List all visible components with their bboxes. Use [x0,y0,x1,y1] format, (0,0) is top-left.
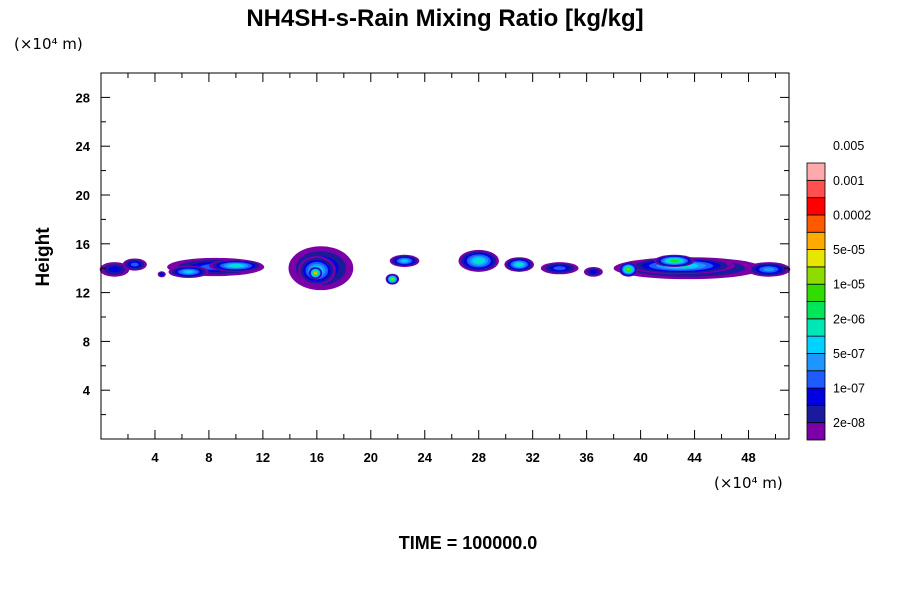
x-tick-label: 8 [205,450,212,465]
contour-band [108,266,121,273]
contour-band [516,263,523,266]
contour-band [130,262,139,267]
contour-band [671,259,678,263]
contour-band [474,258,483,263]
colorbar-label: 5e-07 [833,347,865,361]
colorbar-swatch [806,214,826,233]
rain-cell [157,271,166,278]
y-tick-label: 8 [83,334,90,349]
colorbar-label: 1e-05 [833,278,865,292]
contour-band [553,266,566,271]
x-tick-label: 36 [579,450,593,465]
contour-band [589,269,598,274]
rain-cell [122,258,147,271]
x-tick-label: 20 [364,450,378,465]
colorbar-label: 0.001 [833,174,864,188]
x-tick-label: 28 [471,450,485,465]
x-tick-label: 44 [687,450,702,465]
contour-band [763,267,775,272]
y-axis-label: Height [33,227,54,287]
contour-band [401,259,408,263]
rain-cell [654,254,695,267]
colorbar-swatch [806,249,826,268]
rain-cell [389,254,420,267]
colorbar-swatch [806,197,826,216]
colorbar-swatch [806,353,826,372]
y-tick-label: 12 [76,286,90,301]
rain-cell [168,265,209,278]
chart-title: NH4SH-s-Rain Mixing Ratio [kg/kg] [246,5,643,32]
y-tick-label: 24 [76,139,91,154]
x-axis: 4 8 12 16 20 24 28 32 36 40 44 48 [127,73,777,465]
contour-band [160,273,164,276]
x-tick-label: 16 [310,450,324,465]
colorbar-swatch [806,301,826,320]
x-tick-label: 40 [633,450,647,465]
x-tick-label: 32 [525,450,539,465]
colorbar-label: 1e-07 [833,382,865,396]
rain-cell [504,257,535,272]
colorbar-swatch [806,335,826,354]
contour-band [230,264,242,267]
x-tick-label: 24 [418,450,433,465]
rain-cell [99,262,130,277]
colorbar-swatch [806,370,826,389]
colorbar-swatch [806,179,826,199]
contour-band [626,268,630,271]
plot-frame [100,72,790,440]
rain-cell [208,259,263,272]
colorbar-swatch [806,422,826,441]
colorbar-label: 0.005 [833,139,864,153]
mixing-ratio-field [99,246,791,291]
contour-band [313,271,317,275]
rain-cell [308,266,323,280]
colorbar-swatch [806,266,826,285]
rain-cell [747,262,791,277]
y-unit-label: (×10⁴ m) [14,35,83,53]
colorbar-swatch [806,404,826,424]
colorbar-label: 2e-06 [833,312,865,326]
colorbar-swatch [806,231,826,250]
rain-cell [385,273,400,285]
colorbar-swatch [806,387,826,406]
y-axis: 4 8 12 16 20 24 28 [76,90,789,416]
rain-cell [540,262,579,275]
colorbar-label: 0.0002 [833,208,871,222]
colorbar-swatch [806,162,826,181]
time-label: TIME = 100000.0 [399,533,538,553]
y-tick-label: 4 [83,383,91,398]
rain-cell [583,266,603,277]
colorbar-swatch [806,318,826,337]
rain-cell [619,262,638,277]
x-tick-label: 4 [151,450,159,465]
colorbar: 2e-08 1e-07 5e-07 2e-06 1e-05 5e-05 0.0002 0.00… [806,139,871,441]
colorbar-label: 5e-05 [833,243,865,257]
colorbar-swatch [806,283,826,302]
colorbar-label: 2e-08 [833,416,865,430]
rain-cell [458,249,499,272]
x-unit-label: (×10⁴ m) [714,474,783,492]
x-tick-label: 48 [741,450,755,465]
x-tick-label: 12 [256,450,270,465]
contour-band [390,277,394,281]
y-tick-label: 20 [76,188,90,203]
contour-band [184,270,194,274]
y-tick-label: 16 [76,237,90,252]
y-tick-label: 28 [76,90,90,105]
